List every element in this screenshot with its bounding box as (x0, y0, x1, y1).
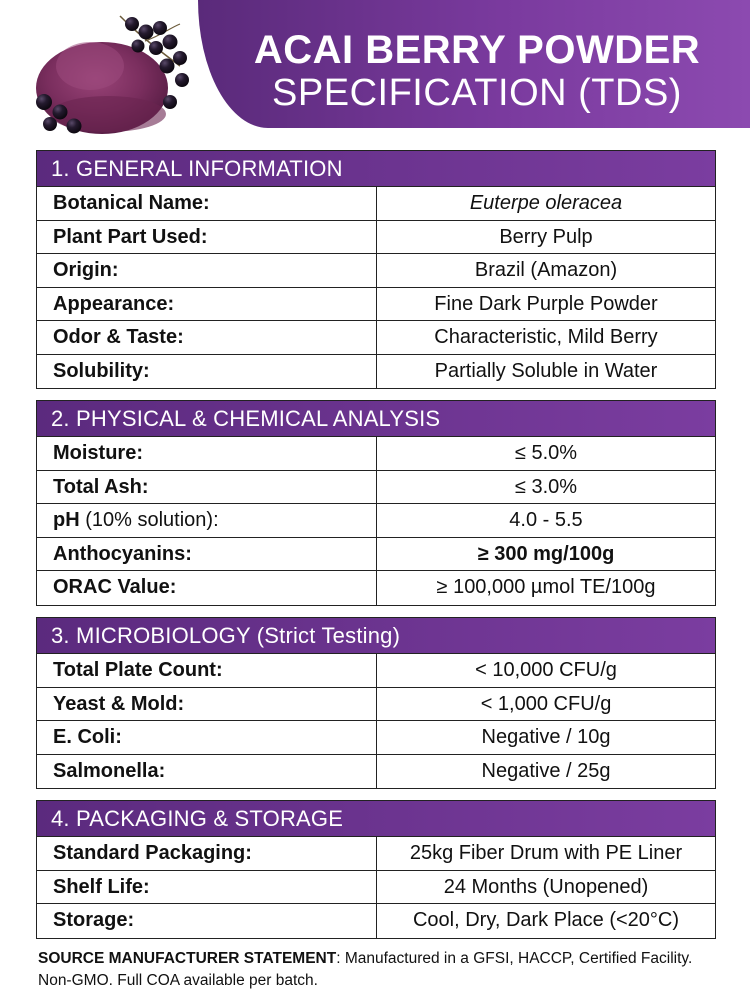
row-value: 24 Months (Unopened) (443, 875, 649, 898)
page-subtitle: SPECIFICATION (TDS) (272, 72, 682, 114)
section-microbiology: 3. MICROBIOLOGY (Strict Testing) Total P… (36, 617, 716, 789)
section-general-information: 1. GENERAL INFORMATION Botanical Name: E… (36, 150, 716, 389)
table-row: E. Coli: Negative / 10g (37, 721, 715, 755)
row-label: Odor & Taste: (37, 321, 377, 354)
row-label: Moisture: (37, 437, 377, 470)
table-row: Anthocyanins: ≥ 300 mg/100g (37, 537, 715, 571)
section-title: 2. PHYSICAL & CHEMICAL ANALYSIS (37, 401, 715, 437)
row-label: Appearance: (37, 287, 377, 320)
row-value: Cool, Dry, Dark Place (<20°C) (412, 909, 680, 931)
row-label: E. Coli: (37, 721, 377, 754)
row-value: Negative / 10g (481, 726, 611, 748)
row-label: Anthocyanins: (37, 537, 377, 570)
row-value: < 1,000 CFU/g (480, 692, 612, 715)
table-row: Plant Part Used: Berry Pulp (37, 220, 715, 254)
acai-powder-image (36, 15, 189, 134)
row-value: 4.0 - 5.5 (509, 509, 583, 531)
row-value: ≤ 5.0% (514, 442, 578, 464)
table-row: Moisture: ≤ 5.0% (37, 437, 715, 471)
table-row: Salmonella: Negative / 25g (37, 754, 715, 788)
section-title: 1. GENERAL INFORMATION (37, 151, 715, 187)
row-value: ≥ 100,000 µmol TE/100g (436, 576, 656, 598)
row-label: Storage: (37, 904, 377, 938)
row-label: Salmonella: (37, 754, 377, 788)
row-value: Fine Dark Purple Powder (434, 292, 658, 315)
table-row: Origin: Brazil (Amazon) (37, 254, 715, 288)
row-label: Standard Packaging: (37, 837, 377, 870)
table-row: ORAC Value: ≥ 100,000 µmol TE/100g (37, 571, 715, 605)
row-value: Euterpe oleracea (469, 192, 623, 214)
page-title: ACAI BERRY POWDER (253, 28, 701, 72)
row-label: Shelf Life: (37, 870, 377, 903)
statement-text: : Manufactured in a GFSI, HACCP, Certifi… (38, 950, 693, 989)
row-label: Origin: (37, 254, 377, 287)
ph-label-suffix: (10% solution): (79, 509, 219, 531)
ph-label: pH (53, 509, 80, 531)
row-value: ≥ 300 mg/100g (477, 542, 615, 565)
row-value: Berry Pulp (499, 225, 593, 248)
row-value: Characteristic, Mild Berry (434, 326, 658, 348)
row-label: Total Ash: (37, 470, 377, 503)
table-row: Storage: Cool, Dry, Dark Place (<20°C) (37, 904, 715, 938)
title-banner (198, 0, 750, 128)
row-value: Partially Soluble in Water (434, 359, 658, 382)
statement-lead: SOURCE MANUFACTURER STATEMENT (38, 950, 337, 967)
row-value: 25kg Fiber Drum with PE Liner (409, 842, 683, 864)
table-row: Botanical Name: Euterpe oleracea (37, 187, 715, 221)
row-label: pH (10% solution): (37, 504, 377, 537)
table-row: Solubility: Partially Soluble in Water (37, 354, 715, 388)
table-row: Appearance: Fine Dark Purple Powder (37, 287, 715, 321)
section-title: 4. PACKAGING & STORAGE (37, 801, 715, 837)
row-label: Solubility: (37, 354, 377, 388)
row-label: Botanical Name: (37, 187, 377, 220)
manufacturer-statement: SOURCE MANUFACTURER STATEMENT: Manufactu… (38, 948, 718, 992)
row-label: Plant Part Used: (37, 220, 377, 253)
table-row: Total Ash: ≤ 3.0% (37, 470, 715, 504)
row-label: Total Plate Count: (37, 654, 377, 687)
table-row: Yeast & Mold: < 1,000 CFU/g (37, 687, 715, 721)
row-value: < 10,000 CFU/g (475, 659, 617, 681)
table-row: Total Plate Count: < 10,000 CFU/g (37, 654, 715, 688)
table-row: pH (10% solution): 4.0 - 5.5 (37, 504, 715, 538)
table-row: Odor & Taste: Characteristic, Mild Berry (37, 321, 715, 355)
table-row: Shelf Life: 24 Months (Unopened) (37, 870, 715, 904)
section-physical-chemical-analysis: 2. PHYSICAL & CHEMICAL ANALYSIS Moisture… (36, 400, 716, 606)
table-row: Standard Packaging: 25kg Fiber Drum with… (37, 837, 715, 871)
section-packaging-storage: 4. PACKAGING & STORAGE Standard Packagin… (36, 800, 716, 939)
row-value: ≤ 3.0% (514, 475, 578, 498)
section-title: 3. MICROBIOLOGY (Strict Testing) (37, 618, 715, 654)
row-label: ORAC Value: (37, 571, 377, 605)
row-value: Brazil (Amazon) (474, 259, 618, 281)
row-value: Negative / 25g (481, 759, 611, 782)
row-label: Yeast & Mold: (37, 687, 377, 720)
